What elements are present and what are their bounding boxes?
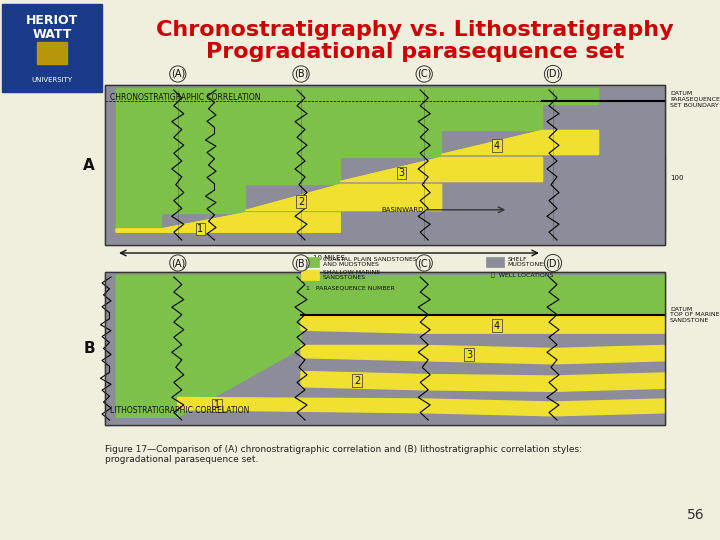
Bar [486, 257, 504, 267]
Polygon shape [441, 130, 598, 154]
Bar [541, 154, 665, 181]
Polygon shape [301, 315, 665, 333]
Text: DATUM
TOP OF MARINE
SANDSTONE: DATUM TOP OF MARINE SANDSTONE [670, 307, 719, 323]
Bar [441, 181, 665, 210]
Text: (B): (B) [294, 69, 308, 79]
Bar [105, 272, 665, 425]
Text: BASINWARD: BASINWARD [382, 207, 424, 213]
Bar [105, 272, 665, 425]
Text: Progradational parasequence set: Progradational parasequence set [206, 42, 624, 62]
Text: COASTAL PLAIN SANDSTONES
AND MUDSTONES: COASTAL PLAIN SANDSTONES AND MUDSTONES [323, 256, 417, 267]
Text: 10 MILES: 10 MILES [313, 255, 345, 261]
Bar [301, 270, 319, 280]
Text: Chronostratigraphy vs. Lithostratigraphy: Chronostratigraphy vs. Lithostratigraphy [156, 20, 674, 40]
Text: 2: 2 [298, 197, 304, 207]
Text: HERIOT: HERIOT [26, 14, 78, 26]
Bar [105, 85, 665, 245]
Polygon shape [116, 213, 340, 232]
Text: SHALLOW MARINE
SANDSTONES: SHALLOW MARINE SANDSTONES [323, 269, 380, 280]
Polygon shape [301, 275, 665, 315]
Text: 2: 2 [354, 376, 360, 386]
Text: (B): (B) [294, 258, 308, 268]
Polygon shape [116, 213, 340, 232]
Text: 1: 1 [197, 224, 203, 234]
Polygon shape [178, 397, 665, 416]
Polygon shape [245, 184, 441, 210]
Text: (A): (A) [171, 258, 185, 268]
Text: LITHOSTRATIGRAPHIC CORRELATION: LITHOSTRATIGRAPHIC CORRELATION [110, 406, 249, 415]
Text: 3: 3 [466, 349, 472, 360]
Text: B: B [84, 341, 95, 356]
Text: 1   PARASEQUENCE NUMBER: 1 PARASEQUENCE NUMBER [306, 286, 395, 291]
Text: A: A [84, 158, 95, 172]
Text: (D): (D) [545, 69, 561, 79]
Text: (C): (C) [417, 69, 431, 79]
Polygon shape [340, 157, 541, 181]
Text: 100: 100 [670, 175, 683, 181]
Text: DATUM
PARASEQUENCE
SET BOUNDARY: DATUM PARASEQUENCE SET BOUNDARY [670, 91, 720, 107]
Text: 4: 4 [494, 321, 500, 330]
Bar [2, 4, 102, 92]
Polygon shape [301, 372, 665, 392]
Text: (C): (C) [417, 258, 431, 268]
Bar [301, 257, 319, 267]
Text: (D): (D) [545, 258, 561, 268]
Polygon shape [301, 346, 665, 364]
Bar [105, 272, 665, 425]
Bar [105, 85, 665, 245]
Text: WATT: WATT [32, 29, 72, 42]
Text: CHRONOSTRATIGRAPHIC CORRELATION: CHRONOSTRATIGRAPHIC CORRELATION [110, 93, 261, 102]
Bar [37, 42, 67, 64]
Text: Figure 17—Comparison of (A) chronostratigraphic correlation and (B) lithostratig: Figure 17—Comparison of (A) chronostrati… [105, 445, 582, 464]
Bar [105, 85, 665, 245]
Text: Ⓐ  WELL LOCATIONS: Ⓐ WELL LOCATIONS [491, 272, 553, 278]
Text: 3: 3 [399, 168, 405, 178]
Text: 4: 4 [494, 141, 500, 151]
Polygon shape [116, 275, 301, 417]
Bar [340, 210, 665, 232]
Polygon shape [245, 184, 441, 210]
Polygon shape [441, 130, 598, 154]
Text: 56: 56 [688, 508, 705, 522]
Text: 1: 1 [214, 400, 220, 410]
Polygon shape [116, 88, 598, 229]
Polygon shape [340, 157, 541, 181]
Text: (A): (A) [171, 69, 185, 79]
Text: UNIVERSITY: UNIVERSITY [32, 77, 73, 83]
Text: SHELF
MUDSTONES: SHELF MUDSTONES [508, 256, 548, 267]
